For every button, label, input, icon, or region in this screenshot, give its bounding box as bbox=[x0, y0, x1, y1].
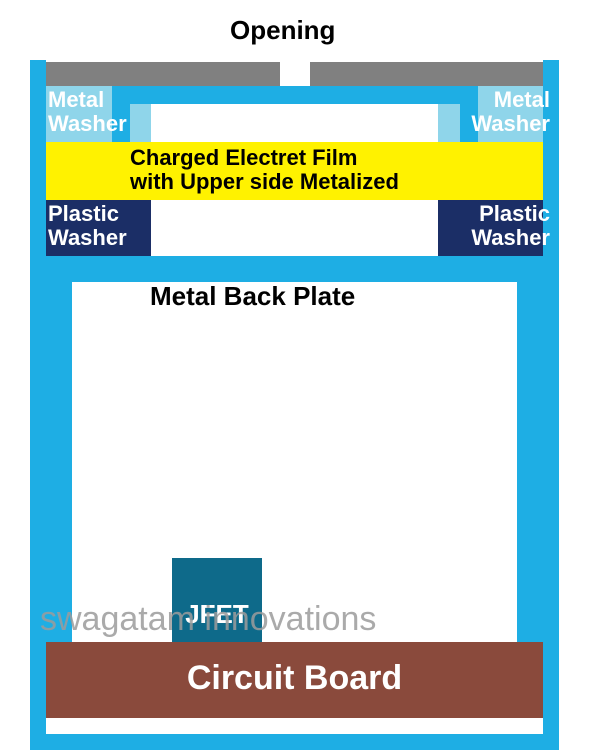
outer-frame-right bbox=[543, 60, 559, 750]
back-plate-label: Metal Back Plate bbox=[150, 282, 470, 311]
metal-washer-right-label: Metal Washer bbox=[440, 88, 550, 136]
mid-col-left bbox=[46, 282, 72, 642]
top-bar-right bbox=[310, 62, 543, 86]
plastic-washer-right-label: Plastic Washer bbox=[440, 202, 550, 250]
outer-frame-bottom bbox=[30, 734, 559, 750]
metal-washer-left-label: Metal Washer bbox=[48, 88, 158, 136]
diagram-stage: Opening Metal Washer Metal Washer Charge… bbox=[0, 0, 589, 754]
mid-bar bbox=[46, 256, 543, 282]
outer-frame-left bbox=[30, 60, 46, 750]
mid-col-right bbox=[517, 282, 543, 642]
top-bar-left bbox=[46, 62, 280, 86]
plastic-washer-left-label: Plastic Washer bbox=[48, 202, 158, 250]
electret-label: Charged Electret Film with Upper side Me… bbox=[130, 146, 530, 194]
circuit-board-label: Circuit Board bbox=[46, 660, 543, 697]
opening-label: Opening bbox=[230, 16, 430, 45]
inner-bracket-top bbox=[112, 86, 478, 104]
watermark-text: swagatam innovations bbox=[40, 600, 560, 639]
